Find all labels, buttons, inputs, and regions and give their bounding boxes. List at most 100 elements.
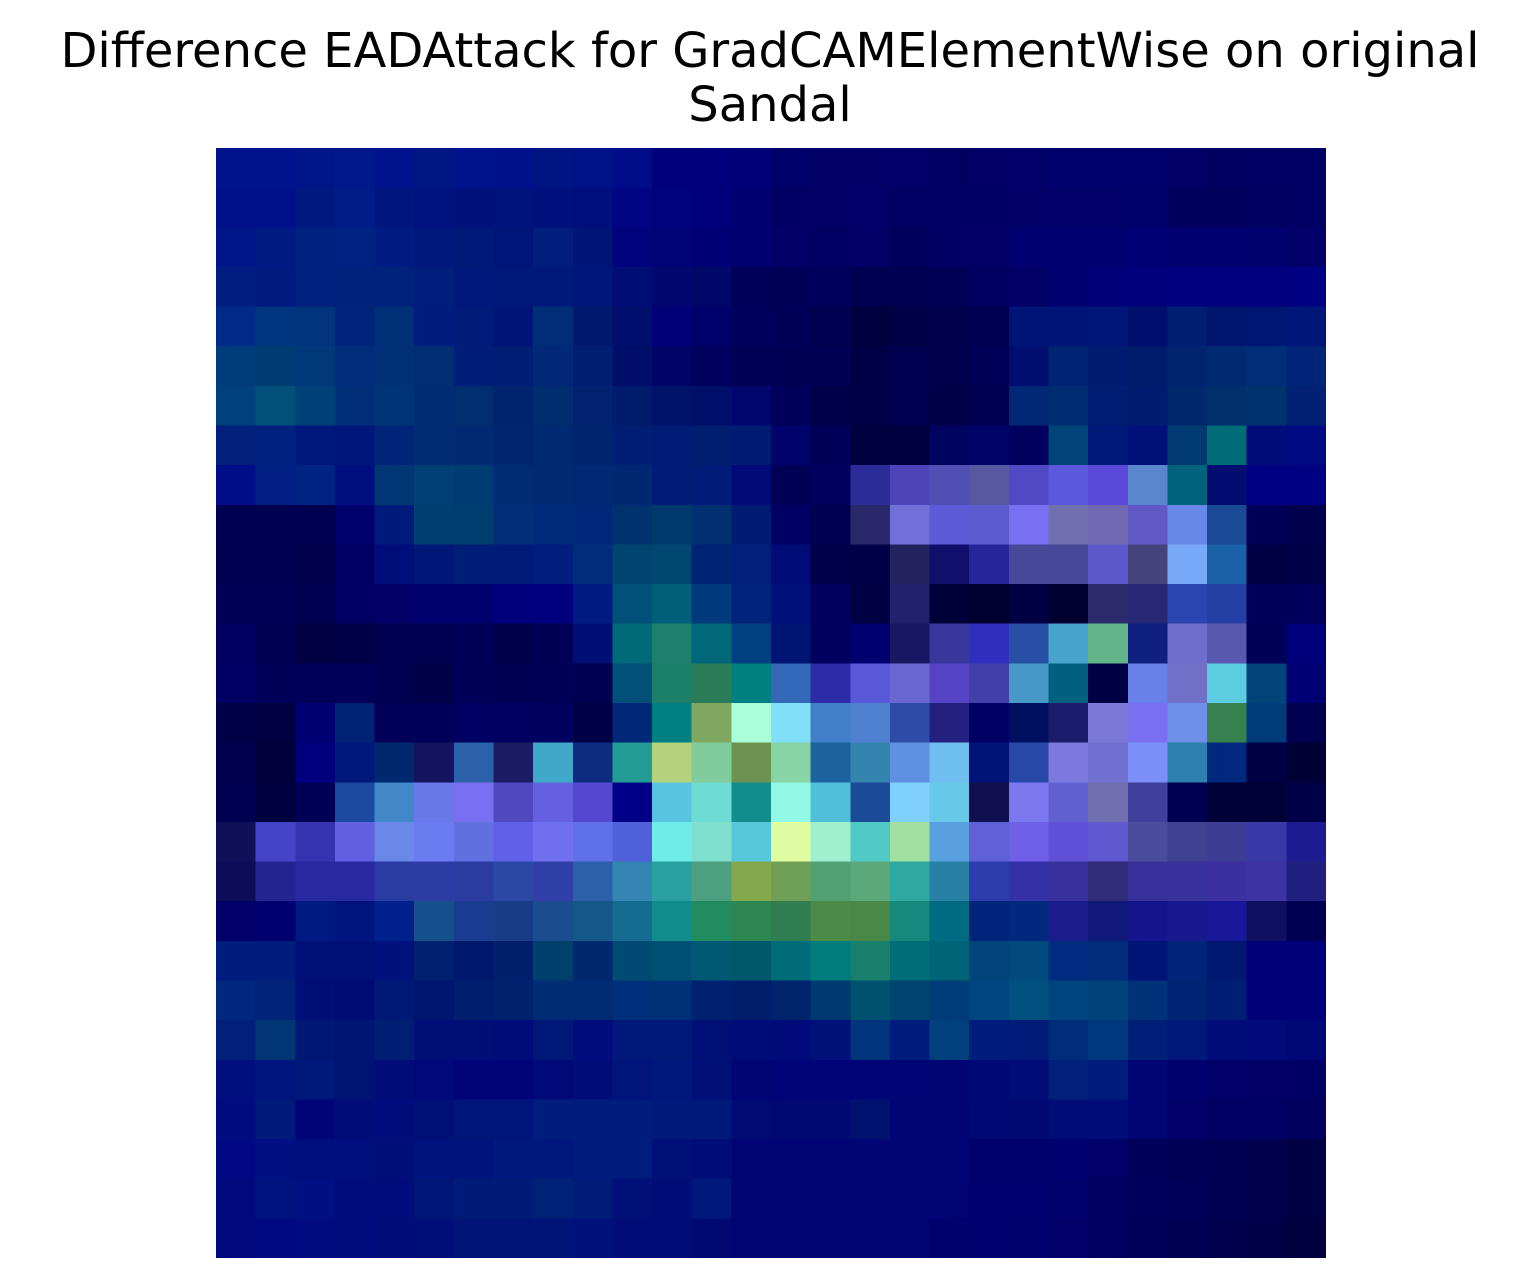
heatmap-cell bbox=[1246, 1099, 1287, 1140]
heatmap-cell bbox=[771, 306, 812, 347]
heatmap-cell bbox=[691, 1059, 732, 1101]
heatmap-cell bbox=[414, 782, 455, 823]
heatmap-cell bbox=[810, 821, 851, 863]
heatmap-cell bbox=[1167, 1020, 1208, 1061]
heatmap-cell bbox=[533, 940, 574, 982]
heatmap-cell bbox=[1207, 1059, 1248, 1101]
heatmap-cell bbox=[374, 1020, 415, 1061]
heatmap-cell bbox=[1207, 703, 1248, 744]
heatmap-cell bbox=[1008, 346, 1050, 387]
heatmap-cell bbox=[453, 980, 495, 1021]
heatmap-cell bbox=[1088, 861, 1129, 902]
heatmap-cell bbox=[969, 425, 1010, 466]
heatmap-cell bbox=[493, 465, 534, 506]
heatmap-cell bbox=[810, 1139, 851, 1180]
heatmap-cell bbox=[691, 425, 732, 466]
heatmap-cell bbox=[1167, 861, 1208, 902]
heatmap-cell bbox=[374, 901, 415, 942]
heatmap-cell bbox=[1207, 385, 1248, 427]
heatmap-cell bbox=[612, 306, 653, 347]
heatmap-cell bbox=[453, 227, 495, 268]
heatmap-cell bbox=[1286, 306, 1326, 347]
heatmap-cell bbox=[374, 148, 415, 189]
heatmap-cell bbox=[533, 425, 574, 466]
heatmap-cell bbox=[771, 663, 812, 704]
heatmap-cell bbox=[889, 346, 931, 387]
heatmap-cell bbox=[1127, 742, 1169, 783]
heatmap-cell bbox=[969, 782, 1010, 823]
heatmap-cell bbox=[414, 465, 455, 506]
heatmap-cell bbox=[652, 544, 693, 585]
heatmap-cell bbox=[255, 504, 296, 546]
heatmap-cell bbox=[493, 1218, 534, 1258]
heatmap-cell bbox=[1127, 227, 1169, 268]
heatmap-cell bbox=[1207, 346, 1248, 387]
heatmap-cell bbox=[1008, 861, 1050, 902]
heatmap-cell bbox=[533, 663, 574, 704]
heatmap-cell bbox=[255, 782, 296, 823]
heatmap-cell bbox=[969, 663, 1010, 704]
heatmap-cell bbox=[1207, 1020, 1248, 1061]
heatmap-cell bbox=[810, 227, 851, 268]
heatmap-cell bbox=[889, 861, 931, 902]
heatmap-cell bbox=[533, 821, 574, 863]
heatmap-cell bbox=[691, 742, 732, 783]
heatmap-cell bbox=[969, 465, 1010, 506]
heatmap-cell bbox=[1167, 465, 1208, 506]
heatmap-cell bbox=[1207, 584, 1248, 625]
heatmap-cell bbox=[1246, 1059, 1287, 1101]
heatmap-cell bbox=[612, 901, 653, 942]
heatmap-cell bbox=[810, 504, 851, 546]
heatmap-cell bbox=[691, 187, 732, 228]
heatmap-cell bbox=[929, 346, 970, 387]
heatmap-cell bbox=[493, 187, 534, 228]
heatmap-cell bbox=[1088, 346, 1129, 387]
heatmap-cell bbox=[1048, 1218, 1089, 1258]
heatmap-cell bbox=[1008, 980, 1050, 1021]
heatmap-cell bbox=[850, 1139, 891, 1180]
heatmap-cell bbox=[1286, 385, 1326, 427]
heatmap-cell bbox=[572, 544, 614, 585]
heatmap-cell bbox=[969, 901, 1010, 942]
heatmap-cell bbox=[374, 346, 415, 387]
heatmap-cell bbox=[1207, 306, 1248, 347]
heatmap-cell bbox=[652, 663, 693, 704]
heatmap-cell bbox=[929, 1059, 970, 1101]
heatmap-cell bbox=[612, 782, 653, 823]
heatmap-cell bbox=[969, 346, 1010, 387]
heatmap-cell bbox=[216, 266, 257, 308]
heatmap-cell bbox=[295, 544, 336, 585]
heatmap-cell bbox=[374, 306, 415, 347]
heatmap-cell bbox=[889, 1020, 931, 1061]
heatmap-cell bbox=[1167, 544, 1208, 585]
heatmap-cell bbox=[1088, 306, 1129, 347]
heatmap-cell bbox=[572, 1178, 614, 1219]
heatmap-cell bbox=[216, 465, 257, 506]
heatmap-cell bbox=[1207, 742, 1248, 783]
heatmap-cell bbox=[1088, 782, 1129, 823]
heatmap-cell bbox=[533, 782, 574, 823]
heatmap-cell bbox=[334, 1139, 376, 1180]
heatmap-cell bbox=[1088, 425, 1129, 466]
heatmap-cell bbox=[334, 465, 376, 506]
heatmap-cell bbox=[1127, 1020, 1169, 1061]
heatmap-cell bbox=[453, 504, 495, 546]
heatmap-cell bbox=[216, 187, 257, 228]
heatmap-cell bbox=[1008, 306, 1050, 347]
heatmap-cell bbox=[453, 703, 495, 744]
heatmap-cell bbox=[850, 187, 891, 228]
heatmap-cell bbox=[731, 663, 772, 704]
heatmap-cell bbox=[810, 782, 851, 823]
heatmap-cell bbox=[1048, 425, 1089, 466]
heatmap-cell bbox=[1127, 385, 1169, 427]
heatmap-cell bbox=[295, 385, 336, 427]
heatmap-cell bbox=[1207, 663, 1248, 704]
heatmap-cell bbox=[493, 861, 534, 902]
heatmap-cell bbox=[572, 346, 614, 387]
heatmap-cell bbox=[969, 742, 1010, 783]
heatmap-cell bbox=[1048, 385, 1089, 427]
heatmap-cell bbox=[295, 940, 336, 982]
heatmap-cell bbox=[216, 584, 257, 625]
heatmap-cell bbox=[889, 306, 931, 347]
heatmap-cell bbox=[691, 1178, 732, 1219]
